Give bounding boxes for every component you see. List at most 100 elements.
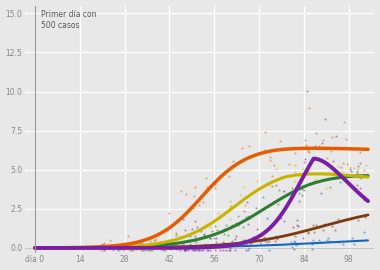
Point [192,234,198,238]
Point [311,179,317,184]
Point [172,243,178,248]
Point [300,236,306,241]
Point [276,187,282,192]
Point [304,231,310,235]
Point [340,242,346,247]
Point [243,215,249,219]
Point [269,184,275,188]
Point [363,163,369,167]
Point [363,214,369,219]
Point [324,238,330,242]
Point [190,206,196,211]
Point [355,166,361,171]
Point [198,229,204,233]
Point [294,224,301,228]
Point [347,167,353,172]
Point [230,159,236,163]
Point [192,247,198,252]
Point [212,185,218,190]
Point [262,148,268,152]
Point [294,223,300,227]
Point [228,204,234,208]
Point [204,247,210,252]
Point [140,242,146,247]
Point [180,217,186,221]
Point [167,240,173,244]
Point [226,247,232,252]
Point [291,239,297,243]
Point [214,228,220,233]
Point [164,227,170,232]
Point [185,238,191,243]
Point [330,171,336,176]
Point [232,237,238,241]
Point [150,244,157,248]
Point [150,244,156,248]
Point [203,222,209,227]
Point [249,241,255,245]
Point [244,247,250,252]
Point [300,167,306,171]
Point [160,247,166,252]
Point [278,216,284,220]
Point [184,247,190,251]
Point [271,163,277,167]
Point [211,236,217,240]
Point [200,247,206,252]
Point [212,224,218,228]
Point [242,203,249,207]
Text: Primer día con
500 casos: Primer día con 500 casos [41,10,97,30]
Point [192,239,198,244]
Point [301,160,307,164]
Point [354,168,360,173]
Point [250,235,256,239]
Point [323,172,329,176]
Point [246,144,252,148]
Point [288,232,294,237]
Point [162,247,168,252]
Point [101,247,108,252]
Point [182,228,188,232]
Point [126,244,132,248]
Point [189,227,195,231]
Point [161,228,167,232]
Point [321,222,327,227]
Point [139,247,146,252]
Point [212,182,218,186]
Point [319,141,325,146]
Point [294,218,301,222]
Point [277,139,283,143]
Point [335,173,341,177]
Point [351,242,357,246]
Point [129,247,135,252]
Point [312,144,318,148]
Point [274,237,280,241]
Point [189,203,195,208]
Point [110,247,116,252]
Point [135,246,141,250]
Point [299,187,305,192]
Point [273,167,279,171]
Point [240,224,246,229]
Point [286,162,292,166]
Point [121,247,127,252]
Point [166,211,172,215]
Point [314,131,320,135]
Point [301,188,307,192]
Point [293,242,299,247]
Point [343,137,349,141]
Point [267,157,273,162]
Point [168,242,174,247]
Point [135,241,141,245]
Point [187,242,193,247]
Point [166,242,172,247]
Point [354,183,360,187]
Point [264,216,271,220]
Point [191,247,197,252]
Point [154,237,160,241]
Point [221,232,227,237]
Point [328,148,334,153]
Point [344,162,350,166]
Point [168,222,174,227]
Point [163,244,169,249]
